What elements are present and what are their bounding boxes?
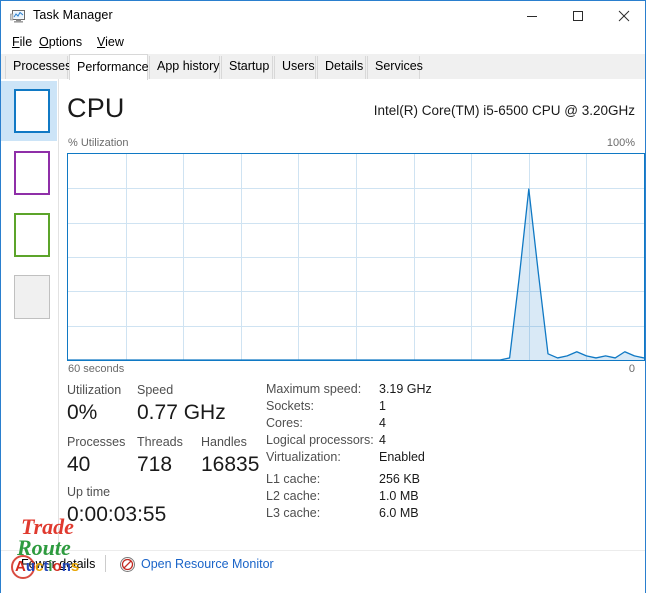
menu-bar: File Options View	[1, 31, 645, 54]
detail-value-maximum-speed: 3.19 GHz	[379, 382, 432, 396]
stat-value-utilization: 0%	[67, 401, 98, 424]
sidebar-item-other[interactable]	[1, 267, 57, 327]
tab-performance[interactable]: Performance	[69, 54, 149, 80]
graph-y-axis-label: % Utilization	[68, 137, 129, 149]
detail-key-virtualization: Virtualization:	[266, 450, 341, 464]
sidebar-item-disk[interactable]	[1, 205, 57, 265]
tab-startup[interactable]: Startup	[221, 56, 273, 79]
detail-value-cores: 4	[379, 416, 386, 430]
menu-file[interactable]: File	[9, 34, 35, 50]
resource-monitor-icon	[119, 556, 136, 573]
stat-label-threads: Threads	[137, 435, 183, 449]
resource-sidebar	[1, 79, 59, 550]
menu-options-accel: O	[39, 35, 49, 49]
graph-x-right-label: 0	[628, 363, 635, 375]
task-manager-icon	[10, 9, 26, 24]
detail-value-l2-cache: 1.0 MB	[379, 489, 419, 503]
open-resource-monitor-link[interactable]: Open Resource Monitor	[141, 557, 274, 571]
detail-value-virtualization: Enabled	[379, 450, 425, 464]
close-button[interactable]	[601, 1, 646, 31]
footer-divider	[105, 555, 106, 572]
cpu-panel: CPU Intel(R) Core(TM) i5-6500 CPU @ 3.20…	[59, 79, 645, 550]
detail-key-l1-cache: L1 cache:	[266, 472, 321, 486]
fewer-details-prefix: Fewer	[21, 557, 60, 571]
stat-label-processes: Processes	[67, 435, 126, 449]
sidebar-thumbnail-disk	[14, 213, 50, 257]
tab-app-history[interactable]: App history	[149, 56, 220, 79]
detail-value-l3-cache: 6.0 MB	[379, 506, 419, 520]
tab-strip: Processes Performance App history Startu…	[1, 54, 645, 80]
fewer-details-rest: etails	[66, 557, 96, 571]
cpu-model-label: Intel(R) Core(TM) i5-6500 CPU @ 3.20GHz	[373, 103, 635, 118]
maximize-button[interactable]	[555, 1, 601, 31]
sidebar-item-cpu[interactable]	[1, 81, 57, 141]
sidebar-item-memory[interactable]	[1, 143, 57, 203]
stat-label-speed: Speed	[137, 383, 174, 397]
title-bar: Task Manager	[1, 1, 645, 31]
fewer-details-accel: d	[59, 557, 67, 571]
tab-details[interactable]: Details	[317, 56, 366, 79]
window-title: Task Manager	[33, 8, 113, 22]
detail-key-l2-cache: L2 cache:	[266, 489, 321, 503]
detail-value-l1-cache: 256 KB	[379, 472, 421, 486]
stat-label-utilization: Utilization	[67, 383, 122, 397]
menu-file-label: ile	[19, 35, 33, 49]
cpu-utilization-graph[interactable]	[67, 153, 645, 361]
detail-key-l3-cache: L3 cache:	[266, 506, 321, 520]
content-area: CPU Intel(R) Core(TM) i5-6500 CPU @ 3.20…	[1, 79, 645, 550]
menu-options[interactable]: Options	[36, 34, 85, 50]
menu-view-label: iew	[105, 35, 124, 49]
stat-value-uptime: 0:00:03:55	[67, 503, 167, 526]
detail-value-sockets: 1	[379, 399, 386, 413]
detail-key-cores: Cores:	[266, 416, 303, 430]
menu-view-accel: V	[97, 35, 106, 49]
detail-key-maximum-speed: Maximum speed:	[266, 382, 362, 396]
menu-options-label: ptions	[48, 35, 83, 49]
detail-value-logical-processors: 4	[379, 433, 386, 447]
sidebar-thumbnail-cpu	[14, 89, 50, 133]
graph-y-max-label: 100%	[606, 137, 635, 149]
cpu-graph-svg	[68, 154, 644, 360]
fewer-details-button[interactable]: Fewer details	[21, 557, 95, 571]
minimize-button[interactable]	[509, 1, 555, 31]
page-title: CPU	[67, 93, 125, 123]
stat-value-threads: 718	[137, 453, 173, 476]
menu-file-accel: F	[12, 35, 20, 49]
menu-view[interactable]: View	[94, 34, 127, 50]
stat-value-processes: 40	[67, 453, 91, 476]
stat-label-handles: Handles	[201, 435, 247, 449]
graph-x-left-label: 60 seconds	[68, 363, 125, 375]
stat-label-uptime: Up time	[67, 485, 111, 499]
tab-processes[interactable]: Processes	[5, 56, 71, 79]
detail-key-sockets: Sockets:	[266, 399, 314, 413]
sidebar-thumbnail-memory	[14, 151, 50, 195]
tab-services[interactable]: Services	[367, 56, 423, 79]
stat-value-handles: 16835	[201, 453, 260, 476]
tab-users[interactable]: Users	[274, 56, 316, 79]
detail-key-logical-processors: Logical processors:	[266, 433, 374, 447]
sidebar-thumbnail-other	[14, 275, 50, 319]
status-bar: Fewer details Open Resource Monitor	[1, 550, 645, 593]
stat-value-speed: 0.77 GHz	[137, 401, 226, 424]
